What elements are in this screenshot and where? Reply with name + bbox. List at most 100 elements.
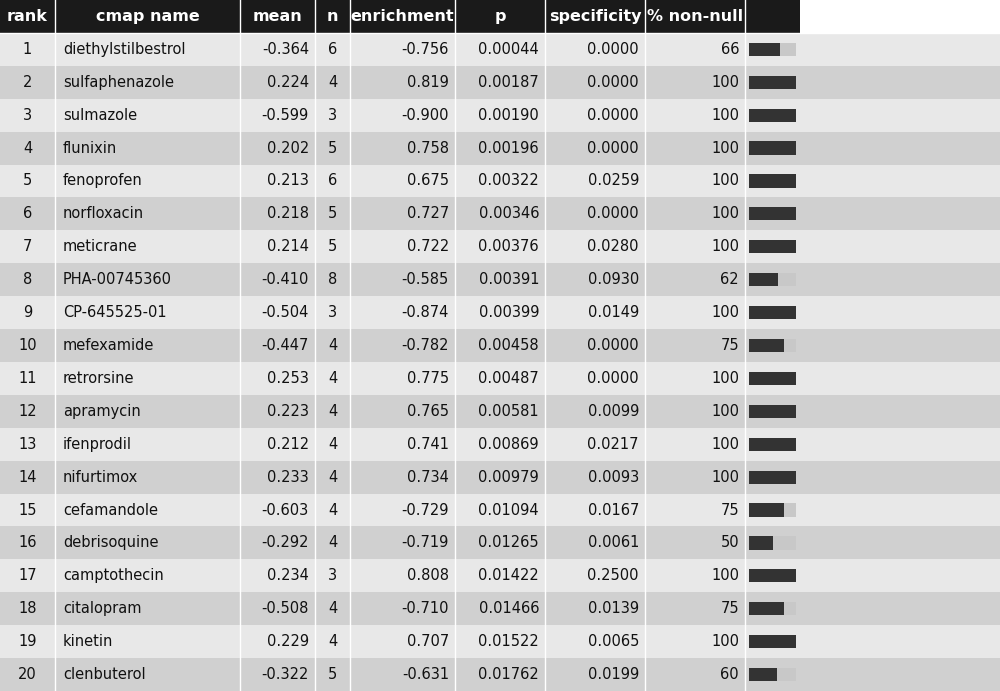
Text: 0.234: 0.234 [267,568,309,583]
Text: -0.447: -0.447 [262,338,309,353]
Bar [0,198,1000,230]
Bar [749,635,796,648]
Text: enrichment: enrichment [351,9,454,24]
Text: 0.00979: 0.00979 [478,470,539,484]
Text: 100: 100 [711,404,739,419]
Text: 0.229: 0.229 [267,634,309,649]
Text: cmap name: cmap name [96,9,199,24]
Bar [0,33,1000,66]
Text: 0.0065: 0.0065 [588,634,639,649]
Text: 0.00187: 0.00187 [478,75,539,90]
Text: 0.0061: 0.0061 [588,536,639,551]
Bar [749,207,796,220]
Text: 0.727: 0.727 [407,207,449,221]
Text: 0.0167: 0.0167 [588,502,639,518]
Bar [55,0,240,33]
Text: -0.410: -0.410 [262,272,309,287]
Text: 0.01422: 0.01422 [478,568,539,583]
Bar [749,142,796,155]
Text: 4: 4 [328,75,337,90]
Bar [0,560,1000,592]
Bar [0,0,55,33]
Text: CP-645525-01: CP-645525-01 [63,305,167,320]
Text: 17: 17 [18,568,37,583]
Text: -0.292: -0.292 [262,536,309,551]
Text: 0.00458: 0.00458 [478,338,539,353]
Text: clenbuterol: clenbuterol [63,667,146,682]
Bar [0,131,1000,164]
Bar [0,66,1000,99]
Bar [0,527,1000,560]
Text: 4: 4 [328,601,337,616]
Text: 75: 75 [720,502,739,518]
Text: 0.0099: 0.0099 [588,404,639,419]
Text: 0.0930: 0.0930 [588,272,639,287]
Bar [0,592,1000,625]
Text: -0.364: -0.364 [262,42,309,57]
Text: 14: 14 [18,470,37,484]
Bar [749,339,796,352]
Bar [455,0,545,33]
Text: mefexamide: mefexamide [63,338,154,353]
Text: 18: 18 [18,601,37,616]
Text: 5: 5 [23,173,32,189]
Text: 2: 2 [23,75,32,90]
Text: 0.223: 0.223 [267,404,309,419]
Text: 3: 3 [328,305,337,320]
Bar [749,43,796,56]
Text: 0.819: 0.819 [407,75,449,90]
Text: 5: 5 [328,140,337,155]
Text: 19: 19 [18,634,37,649]
Text: 12: 12 [18,404,37,419]
Bar [0,329,1000,362]
Text: 0.765: 0.765 [407,404,449,419]
Text: 0.01094: 0.01094 [478,502,539,518]
Text: n: n [327,9,338,24]
Text: 0.253: 0.253 [267,371,309,386]
Bar [749,668,796,681]
Bar [0,99,1000,131]
Text: retrorsine: retrorsine [63,371,134,386]
Bar [749,273,796,286]
Text: cefamandole: cefamandole [63,502,158,518]
Text: 0.0259: 0.0259 [588,173,639,189]
Bar [0,164,1000,198]
Text: -0.631: -0.631 [402,667,449,682]
Bar [749,504,796,517]
Text: 100: 100 [711,140,739,155]
Bar [749,339,784,352]
Bar [0,230,1000,263]
Text: 0.00399: 0.00399 [479,305,539,320]
Text: 0.218: 0.218 [267,207,309,221]
Text: -0.599: -0.599 [262,108,309,123]
Bar [749,240,796,254]
Text: -0.874: -0.874 [402,305,449,320]
Text: 4: 4 [328,371,337,386]
Text: 3: 3 [328,108,337,123]
Text: 1: 1 [23,42,32,57]
Text: apramycin: apramycin [63,404,141,419]
Bar [0,395,1000,428]
Text: fenoprofen: fenoprofen [63,173,143,189]
Bar [0,658,1000,691]
Text: 5: 5 [328,239,337,254]
Text: 0.214: 0.214 [267,239,309,254]
Text: 100: 100 [711,634,739,649]
Bar [749,76,796,89]
Text: 16: 16 [18,536,37,551]
Text: camptothecin: camptothecin [63,568,164,583]
Bar [749,108,796,122]
Text: 0.0000: 0.0000 [587,108,639,123]
Text: 0.202: 0.202 [267,140,309,155]
Text: 3: 3 [23,108,32,123]
Text: 0.224: 0.224 [267,75,309,90]
Text: 4: 4 [328,404,337,419]
Text: 8: 8 [328,272,337,287]
Text: 0.0280: 0.0280 [588,239,639,254]
Bar [749,569,796,583]
Text: 0.0093: 0.0093 [588,470,639,484]
Text: 0.775: 0.775 [407,371,449,386]
Text: 4: 4 [328,338,337,353]
Text: -0.782: -0.782 [402,338,449,353]
Text: 100: 100 [711,108,739,123]
